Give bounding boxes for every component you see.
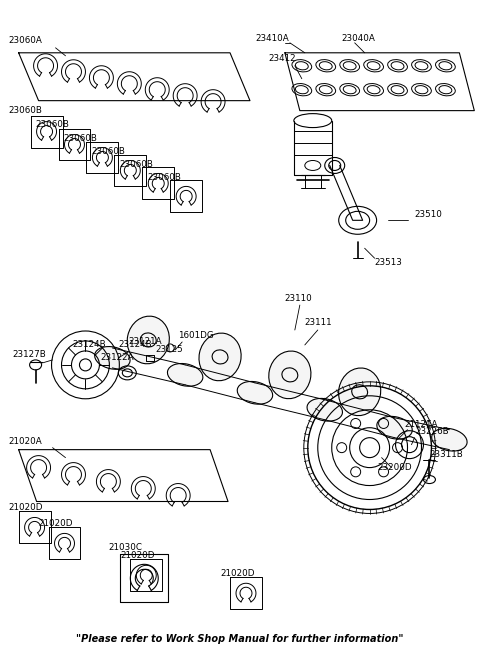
Text: 21121A: 21121A <box>405 421 438 429</box>
Text: 23060B: 23060B <box>36 120 70 129</box>
Text: 21020D: 21020D <box>9 503 43 512</box>
Text: 21020D: 21020D <box>120 551 155 560</box>
Text: 23110: 23110 <box>285 293 312 303</box>
Text: 23200D: 23200D <box>378 463 412 472</box>
Text: 23513: 23513 <box>374 257 403 267</box>
Text: 21020A: 21020A <box>9 437 42 446</box>
Ellipse shape <box>307 398 342 421</box>
Ellipse shape <box>127 316 169 364</box>
Ellipse shape <box>269 351 311 399</box>
Text: 23124B: 23124B <box>72 341 106 350</box>
Text: 23121A: 23121A <box>128 337 162 346</box>
Text: 23060A: 23060A <box>9 36 43 45</box>
Ellipse shape <box>377 417 412 439</box>
Text: 23226B: 23226B <box>416 427 449 436</box>
Ellipse shape <box>199 333 241 381</box>
Text: 23412: 23412 <box>268 54 296 64</box>
Text: 23125: 23125 <box>155 345 183 354</box>
Ellipse shape <box>352 384 368 399</box>
Text: 23060B: 23060B <box>63 134 97 143</box>
Ellipse shape <box>95 346 130 369</box>
Text: 23510: 23510 <box>415 210 443 219</box>
Text: 1601DG: 1601DG <box>178 331 214 341</box>
Text: 23060B: 23060B <box>91 147 125 156</box>
Ellipse shape <box>212 350 228 364</box>
Text: 23060B: 23060B <box>147 173 181 182</box>
Text: 23122A: 23122A <box>100 354 134 362</box>
Text: 23410A: 23410A <box>255 34 288 43</box>
Ellipse shape <box>237 381 273 404</box>
Text: 21030C: 21030C <box>108 543 143 552</box>
Text: 23124B: 23124B <box>119 341 152 350</box>
Text: "Please refer to Work Shop Manual for further information": "Please refer to Work Shop Manual for fu… <box>76 634 404 644</box>
Text: 23040A: 23040A <box>342 34 375 43</box>
Text: 23127B: 23127B <box>12 350 47 360</box>
Text: 23111: 23111 <box>305 318 333 326</box>
Text: 23060B: 23060B <box>9 106 43 115</box>
Ellipse shape <box>338 368 381 416</box>
Ellipse shape <box>282 368 298 382</box>
Text: 23311B: 23311B <box>430 450 463 459</box>
Ellipse shape <box>168 364 203 386</box>
Ellipse shape <box>140 333 156 347</box>
Text: 21020D: 21020D <box>220 569 254 578</box>
Text: 21020D: 21020D <box>38 519 73 528</box>
Text: 23060B: 23060B <box>120 160 153 169</box>
Ellipse shape <box>432 428 467 451</box>
